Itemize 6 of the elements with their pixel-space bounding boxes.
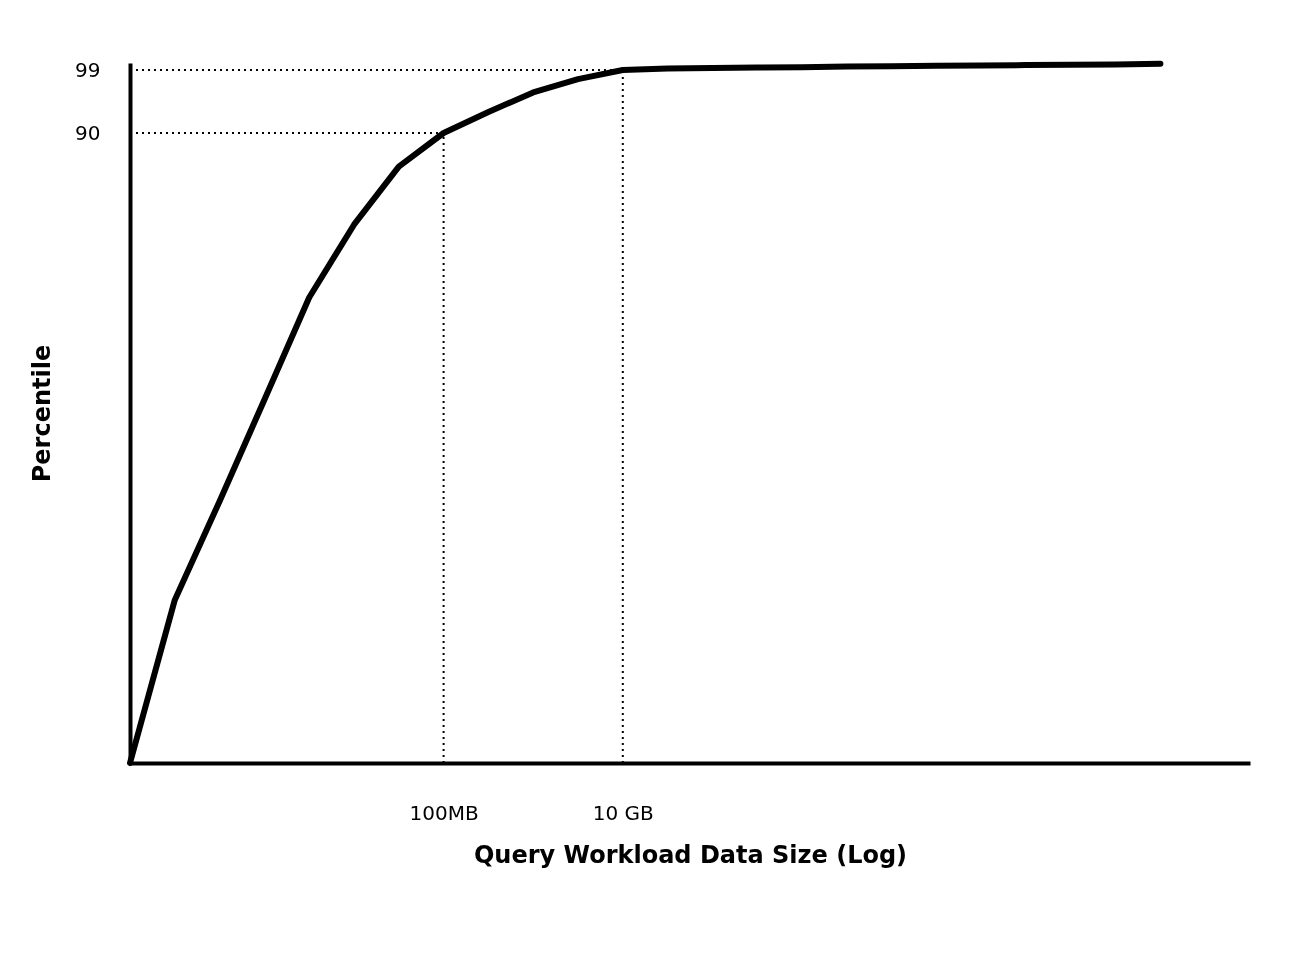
x-tick-label: 100MB bbox=[409, 800, 479, 825]
y-tick-label: 90 bbox=[75, 120, 101, 145]
x-axis-title: Query Workload Data Size (Log) bbox=[473, 840, 908, 869]
x-tick-label: 10 GB bbox=[592, 800, 654, 825]
y-axis-title: Percentile bbox=[28, 344, 57, 483]
y-tick-label: 99 bbox=[75, 57, 101, 82]
